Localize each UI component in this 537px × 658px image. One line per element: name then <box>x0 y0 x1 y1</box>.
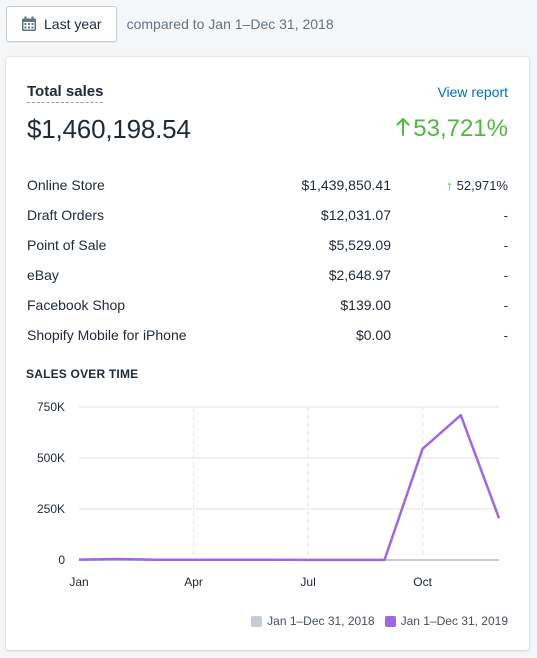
channel-row: Draft Orders $12,031.07 - <box>27 200 508 230</box>
channel-change-value: 52,971% <box>456 177 508 193</box>
total-sales-card: Total sales View report $1,460,198.54 53… <box>6 57 529 650</box>
arrow-up-icon: ↑ <box>446 177 453 193</box>
channel-row: Point of Sale $5,529.09 - <box>27 230 508 260</box>
channel-name: Online Store <box>27 177 105 193</box>
channel-change: - <box>391 298 508 313</box>
date-range-label: Last year <box>44 16 102 32</box>
channel-change-value: - <box>503 267 508 283</box>
channel-row: Facebook Shop $139.00 - <box>27 290 508 320</box>
series-line-2 <box>78 413 501 562</box>
chart-legend: Jan 1–Dec 31, 2018 Jan 1–Dec 31, 2019 <box>251 614 508 628</box>
legend-item[interactable]: Jan 1–Dec 31, 2019 <box>384 614 508 628</box>
channel-name: Point of Sale <box>27 237 107 253</box>
legend-swatch <box>384 615 396 627</box>
date-range-button[interactable]: Last year <box>6 6 117 42</box>
channel-amount: $0.00 <box>355 327 391 343</box>
channel-amount: $2,648.97 <box>328 267 391 283</box>
channel-change-value: - <box>503 237 508 253</box>
channel-name: Shopify Mobile for iPhone <box>27 327 187 343</box>
channel-name: Draft Orders <box>27 207 105 223</box>
y-tick-label: 0 <box>58 553 65 567</box>
channel-amount: $5,529.09 <box>328 237 391 253</box>
view-report-link[interactable]: View report <box>437 84 508 100</box>
arrow-up-icon <box>396 115 410 143</box>
legend-label: Jan 1–Dec 31, 2018 <box>267 614 375 628</box>
date-range-bar: Last year compared to Jan 1–Dec 31, 2018 <box>6 6 334 42</box>
x-tick-label: Jan <box>69 575 88 589</box>
calendar-icon <box>21 16 37 32</box>
card-title[interactable]: Total sales <box>27 83 104 103</box>
channel-change: - <box>391 238 508 253</box>
legend-label: Jan 1–Dec 31, 2019 <box>400 614 508 628</box>
channel-breakdown-list: Online Store $1,439,850.41 ↑ 52,971% Draft O… <box>27 170 508 350</box>
channel-name: Facebook Shop <box>27 297 126 313</box>
channel-change-value: - <box>503 297 508 313</box>
sales-over-time-chart: 0 250K 500K 750K Jan Apr Jul Oct <box>37 400 501 589</box>
y-tick-label: 750K <box>37 400 65 414</box>
channel-row: eBay $2,648.97 - <box>27 260 508 290</box>
x-tick-label: Apr <box>184 575 203 589</box>
y-tick-label: 500K <box>37 451 65 465</box>
compare-text: compared to Jan 1–Dec 31, 2018 <box>126 16 334 32</box>
channel-change: - <box>391 208 508 223</box>
x-tick-label: Jul <box>300 575 315 589</box>
channel-row: Shopify Mobile for iPhone $0.00 - <box>27 320 508 350</box>
channel-change: - <box>391 268 508 283</box>
chart-title: SALES OVER TIME <box>26 367 139 381</box>
channel-change: - <box>391 328 508 343</box>
y-tick-label: 250K <box>37 502 65 516</box>
channel-amount: $1,439,850.41 <box>301 177 391 193</box>
channel-change: ↑ 52,971% <box>391 178 508 193</box>
total-change-value: 53,721% <box>413 115 508 142</box>
channel-name: eBay <box>27 267 59 283</box>
channel-change-value: - <box>503 207 508 223</box>
legend-item[interactable]: Jan 1–Dec 31, 2018 <box>251 614 375 628</box>
x-tick-label: Oct <box>413 575 432 589</box>
total-change: 53,721% <box>396 115 508 143</box>
channel-row: Online Store $1,439,850.41 ↑ 52,971% <box>27 170 508 200</box>
channel-amount: $12,031.07 <box>320 207 391 223</box>
legend-swatch <box>251 615 263 627</box>
total-sales-value: $1,460,198.54 <box>27 114 191 144</box>
channel-amount: $139.00 <box>340 297 391 313</box>
channel-change-value: - <box>503 327 508 343</box>
